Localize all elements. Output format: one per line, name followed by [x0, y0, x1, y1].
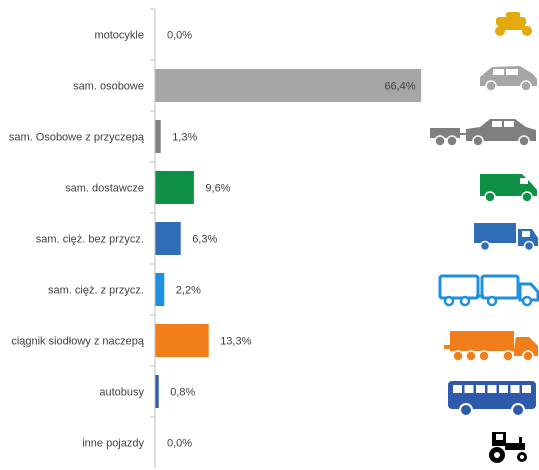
category-label-sam-osobowe: sam. osobowe	[73, 81, 144, 93]
data-label-ciagnik-siodlowy-z-naczepa: 13,3%	[220, 336, 251, 348]
bar-autobusy	[155, 375, 159, 408]
bar-sam-osobowe-z-przyczepa	[155, 120, 161, 153]
car-icon	[480, 66, 537, 92]
tractor-semitrailer-icon	[444, 331, 538, 362]
data-label-sam-osobowe: 66,4%	[384, 81, 415, 93]
category-label-sam-ciez-z-przycz: sam. cięż. z przycz.	[48, 285, 144, 297]
bar-sam-ciez-bez-przycz	[155, 222, 181, 255]
data-label-autobusy: 0,8%	[170, 387, 195, 399]
category-label-inne-pojazdy: inne pojazdy	[82, 438, 144, 450]
vehicle-icons	[430, 12, 539, 463]
truck-with-trailer-icon	[438, 274, 539, 307]
car-with-trailer-icon	[430, 119, 536, 147]
category-label-sam-osobowe-z-przyczepa: sam. Osobowe z przyczepą	[9, 132, 145, 144]
data-label-inne-pojazdy: 0,0%	[167, 438, 192, 450]
bus-icon	[448, 381, 536, 417]
data-label-sam-ciez-bez-przycz: 6,3%	[192, 234, 217, 246]
category-label-ciagnik-siodlowy-z-naczepa: ciągnik siodłowy z naczepą	[11, 336, 145, 348]
data-label-motocykle: 0,0%	[167, 30, 192, 42]
bar-sam-ciez-z-przycz	[155, 273, 165, 306]
tractor-icon	[489, 432, 527, 463]
bar-rows: motocykle 0,0% sam. osobowe 66,4% sam. Osobo…	[9, 8, 422, 450]
category-label-motocykle: motocykle	[94, 30, 144, 42]
van-icon	[480, 174, 537, 203]
category-label-sam-ciez-bez-przycz: sam. cięż. bez przycz.	[36, 234, 144, 246]
bar-sam-dostawcze	[155, 171, 194, 204]
data-label-sam-dostawcze: 9,6%	[205, 183, 230, 195]
motorcycle-icon	[495, 12, 532, 36]
bar-sam-osobowe	[155, 69, 422, 102]
data-label-sam-osobowe-z-przyczepa: 1,3%	[172, 132, 197, 144]
bar-ciagnik-siodlowy-z-naczepa	[155, 324, 209, 357]
data-label-sam-ciez-z-przycz: 2,2%	[176, 285, 201, 297]
category-label-sam-dostawcze: sam. dostawcze	[65, 183, 144, 195]
truck-icon	[474, 223, 538, 252]
category-label-autobusy: autobusy	[99, 387, 144, 399]
